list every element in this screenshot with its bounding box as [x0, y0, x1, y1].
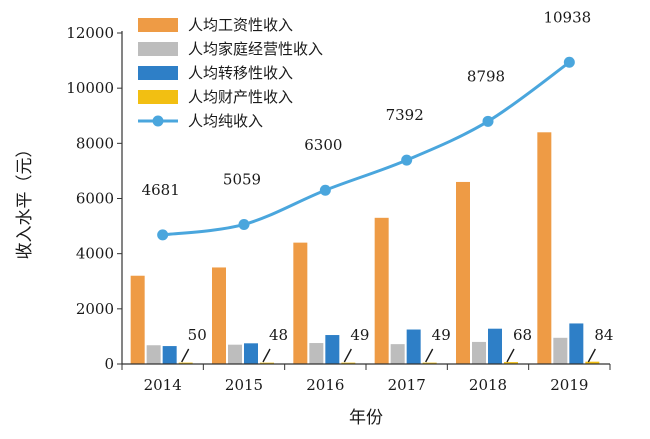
bar-2014-series-2	[162, 346, 177, 364]
y-tick-label: 12000	[66, 24, 114, 42]
bar-2014-series-0	[130, 275, 145, 364]
net-income-label: 6300	[304, 136, 342, 154]
bar-series	[130, 132, 600, 364]
property-income-label: 68	[513, 326, 532, 344]
net-income-label: 10938	[543, 8, 591, 26]
bar-2014-series-1	[146, 345, 161, 364]
property-income-leader	[343, 348, 352, 363]
legend-label: 人均纯收入	[188, 112, 263, 130]
x-axis-title: 年份	[349, 408, 383, 428]
x-axis-ticks: 2014 2015 2016 2017 2018 2019	[121, 364, 611, 394]
legend-label: 人均转移性收入	[188, 64, 293, 82]
property-income-leader	[181, 348, 190, 363]
y-tick-label: 6000	[76, 190, 114, 208]
bar-2017-series-2	[406, 329, 421, 364]
net-income-label: 7392	[386, 106, 424, 124]
property-income-label: 49	[350, 326, 369, 344]
property-income-labels: 50 48 49 49 68 84	[181, 326, 613, 363]
net-income-point-2014	[157, 229, 169, 241]
y-tick-label: 8000	[76, 134, 114, 152]
property-income-leader	[425, 348, 434, 363]
net-income-point-2019	[563, 56, 575, 68]
bar-2015-series-2	[244, 343, 258, 364]
bar-2016-series-2	[325, 335, 340, 364]
legend-marker	[152, 115, 164, 127]
property-income-label: 84	[594, 326, 613, 344]
bar-2019-series-0	[537, 132, 552, 364]
y-tick-label: 2000	[76, 300, 114, 318]
bar-2016-series-3	[341, 362, 356, 364]
legend-swatch	[138, 42, 178, 56]
bar-2015-series-3	[260, 362, 274, 364]
legend-label: 人均家庭经营性收入	[188, 40, 323, 58]
property-income-label: 49	[432, 326, 451, 344]
x-tick-label: 2019	[550, 376, 588, 394]
bar-2019-series-1	[553, 337, 568, 364]
bar-2019-series-3	[585, 361, 600, 364]
bar-2018-series-0	[456, 181, 470, 364]
net-income-point-2015	[238, 218, 250, 230]
net-income-point-2016	[319, 184, 331, 196]
net-income-label: 4681	[142, 181, 180, 199]
bar-2014-series-3	[178, 362, 193, 364]
net-income-labels: 4681 5059 6300 7392 8798 10938	[142, 8, 592, 199]
net-income-point-2018	[482, 115, 494, 127]
bar-2018-series-3	[504, 362, 518, 364]
y-tick-label: 4000	[76, 245, 114, 263]
x-tick-label: 2016	[306, 376, 344, 394]
bar-2016-series-0	[293, 242, 308, 364]
x-tick-label: 2018	[469, 376, 507, 394]
y-axis-ticks: 0 2000 4000 6000 8000 10000 12000	[66, 24, 122, 373]
legend-swatch	[138, 90, 178, 104]
property-income-label: 48	[269, 326, 288, 344]
y-tick-label: 10000	[66, 79, 114, 97]
net-income-curve	[162, 61, 571, 237]
x-tick-label: 2014	[144, 376, 182, 394]
net-income-label: 8798	[467, 67, 505, 85]
bar-2018-series-1	[472, 341, 486, 364]
legend-swatch	[138, 66, 178, 80]
net-income-line	[157, 56, 575, 241]
property-income-leader	[506, 348, 515, 363]
y-axis-title: 收入水平（元）	[15, 141, 35, 260]
bar-2017-series-3	[422, 362, 437, 364]
legend-swatch	[138, 18, 178, 32]
bar-2018-series-2	[488, 328, 502, 364]
property-income-label: 50	[188, 326, 207, 344]
property-income-leader	[587, 348, 596, 363]
legend-label: 人均财产性收入	[188, 88, 293, 106]
net-income-point-2017	[401, 154, 413, 166]
x-tick-label: 2017	[388, 376, 426, 394]
bar-2015-series-0	[212, 267, 226, 364]
legend-label: 人均工资性收入	[188, 16, 293, 34]
property-income-leader	[262, 348, 271, 363]
bar-2015-series-1	[228, 344, 242, 364]
net-income-label: 5059	[223, 170, 261, 188]
y-tick-label: 0	[104, 355, 114, 373]
bar-2017-series-1	[390, 344, 405, 364]
x-tick-label: 2015	[225, 376, 263, 394]
bar-2019-series-2	[569, 323, 584, 364]
bar-2017-series-0	[374, 217, 389, 364]
bar-2016-series-1	[309, 343, 324, 364]
